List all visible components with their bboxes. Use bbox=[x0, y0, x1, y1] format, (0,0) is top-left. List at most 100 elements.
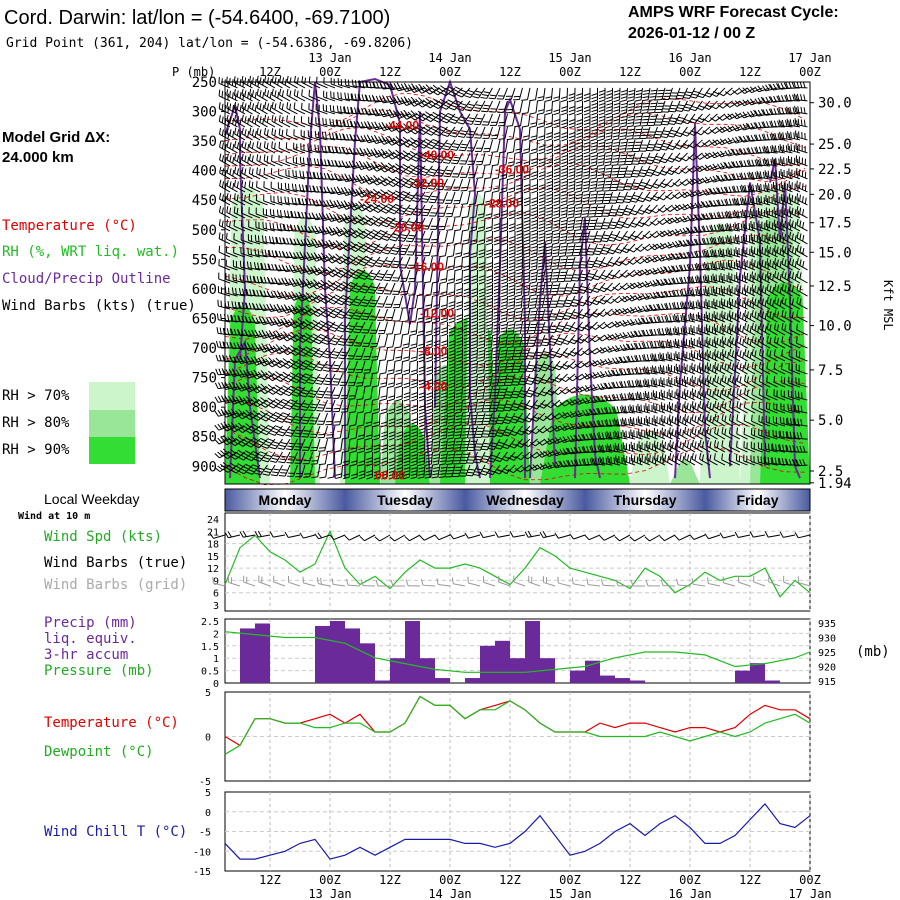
wind-barb bbox=[244, 396, 261, 407]
wind-barb-staff bbox=[301, 122, 313, 128]
wind-barb-feather bbox=[300, 267, 305, 273]
wind-barb-staff bbox=[256, 160, 268, 167]
wind-barb-feather bbox=[292, 335, 299, 341]
wind-barb-staff bbox=[248, 240, 261, 245]
wind-barb-feather bbox=[277, 292, 282, 299]
wind-barb-staff bbox=[241, 212, 253, 219]
wind-barb-feather bbox=[256, 154, 259, 161]
wind-barb-feather bbox=[296, 267, 302, 274]
wind-barb-feather bbox=[295, 446, 302, 448]
wind-barb-feather bbox=[310, 321, 316, 326]
wind-barb-feather bbox=[274, 263, 278, 271]
wind-barb bbox=[276, 412, 291, 423]
wind-barb-feather bbox=[307, 337, 314, 342]
wind-barb bbox=[237, 436, 253, 447]
wind-barb-staff bbox=[249, 173, 261, 180]
wind-barb-feather bbox=[272, 223, 275, 230]
wind-barb-feather bbox=[275, 236, 278, 244]
wind-barb bbox=[283, 385, 298, 397]
wind-barb-feather bbox=[274, 116, 277, 123]
wind-barb-feather bbox=[280, 428, 287, 432]
wind-barb-feather bbox=[253, 383, 259, 389]
wind-barb-feather bbox=[277, 389, 284, 394]
wind-barb-feather bbox=[214, 467, 221, 473]
wind-barb bbox=[249, 114, 261, 128]
wind-barb-feather bbox=[226, 114, 229, 122]
wind-barb-feather bbox=[297, 239, 302, 246]
wind-barb-feather bbox=[214, 410, 219, 417]
wind-barb-feather bbox=[225, 369, 230, 376]
cloud-outline bbox=[299, 81, 336, 479]
wind-barb-feather bbox=[302, 157, 305, 164]
wind-barb-feather bbox=[235, 437, 241, 443]
wind-barb-feather bbox=[235, 396, 241, 403]
wind-barb-feather bbox=[286, 75, 289, 83]
wind-barb-feather bbox=[229, 103, 232, 110]
wind-barb-feather bbox=[279, 237, 282, 244]
wind-barb-feather bbox=[226, 140, 229, 148]
wind-barb bbox=[234, 114, 246, 128]
wind-barb-feather bbox=[293, 115, 296, 123]
wind-barb-feather bbox=[256, 289, 260, 297]
wind-barb bbox=[261, 451, 276, 463]
wind-barb-feather bbox=[290, 345, 296, 350]
wind-barb-feather bbox=[281, 322, 288, 328]
wind-barb-feather bbox=[247, 143, 250, 151]
wind-barb-feather bbox=[219, 179, 222, 187]
wind-barb-staff bbox=[300, 135, 313, 141]
wind-barb-feather bbox=[266, 90, 270, 97]
wind-barb-feather bbox=[237, 436, 244, 441]
wind-barb bbox=[278, 128, 291, 141]
wind-barb-feather bbox=[448, 453, 455, 456]
wind-barb-feather bbox=[287, 305, 293, 312]
wind-barb-staff bbox=[241, 199, 253, 206]
wind-barb-feather bbox=[293, 102, 296, 109]
wind-barb-feather bbox=[240, 357, 245, 364]
wind-barb-feather bbox=[287, 210, 290, 217]
wind-barb-feather bbox=[269, 360, 276, 366]
wind-barb-feather bbox=[257, 385, 263, 391]
wind-barb-feather bbox=[229, 370, 234, 377]
wind-barb-staff bbox=[278, 134, 291, 141]
wind-barb bbox=[226, 140, 238, 154]
wind-barb-staff bbox=[271, 120, 283, 128]
wind-barb-feather bbox=[251, 129, 255, 136]
wind-barb-feather bbox=[289, 372, 296, 377]
wind-barb-feather bbox=[233, 219, 236, 227]
wind-barb-staff bbox=[293, 148, 306, 154]
wind-barb-feather bbox=[265, 222, 267, 229]
wind-barb-feather bbox=[216, 313, 219, 320]
wind-barb bbox=[297, 319, 313, 330]
wind-barb-feather bbox=[274, 411, 282, 416]
wind-barb-feather bbox=[295, 347, 301, 352]
wind-barb-feather bbox=[242, 275, 245, 282]
wind-barb-feather bbox=[274, 278, 279, 285]
wind-barb-feather bbox=[279, 75, 282, 83]
wind-barb-feather bbox=[298, 305, 304, 311]
wind-barb-feather bbox=[236, 116, 240, 123]
wind-barb-feather bbox=[236, 371, 242, 378]
wind-barb-feather bbox=[378, 346, 385, 348]
wind-barb-feather bbox=[259, 304, 264, 311]
wind-barb-feather bbox=[298, 198, 302, 205]
wind-barb-feather bbox=[234, 119, 238, 126]
wind-barb-feather bbox=[307, 323, 314, 328]
wind-barb-feather bbox=[287, 319, 293, 325]
wind-barb-feather bbox=[229, 116, 232, 123]
wind-barb-feather bbox=[295, 279, 301, 285]
wind-barb-feather bbox=[261, 249, 264, 256]
wind-barb-feather bbox=[244, 155, 247, 162]
wind-barb bbox=[261, 235, 276, 245]
wind-barb-staff bbox=[271, 174, 283, 180]
wind-barb-feather bbox=[244, 372, 250, 379]
wind-barb-staff bbox=[286, 121, 298, 128]
wind-barb bbox=[262, 464, 276, 476]
wind-barb-feather bbox=[256, 75, 259, 83]
wind-barb-feather bbox=[300, 364, 307, 368]
wind-barb-staff bbox=[293, 108, 306, 115]
wind-barb-staff bbox=[278, 147, 291, 154]
wind-barb bbox=[240, 233, 253, 245]
wind-barb bbox=[286, 75, 298, 89]
wind-barb-feather bbox=[301, 198, 305, 205]
wind-barb-feather bbox=[310, 253, 316, 259]
